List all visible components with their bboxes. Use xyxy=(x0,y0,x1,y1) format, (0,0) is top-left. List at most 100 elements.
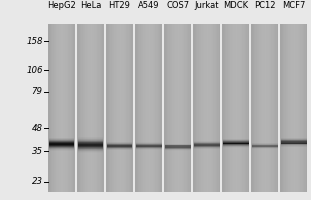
Bar xyxy=(136,148,161,149)
Bar xyxy=(96,24,97,192)
Bar xyxy=(86,24,88,192)
Bar xyxy=(219,24,220,192)
Bar xyxy=(118,24,119,192)
Bar xyxy=(97,24,99,192)
Bar xyxy=(62,24,63,192)
Bar xyxy=(261,24,262,192)
Bar xyxy=(154,24,155,192)
Bar xyxy=(81,24,82,192)
Bar xyxy=(49,144,74,145)
Bar xyxy=(82,24,84,192)
Bar xyxy=(223,143,248,144)
Bar xyxy=(117,24,118,192)
Bar xyxy=(107,145,132,146)
Bar xyxy=(149,24,150,192)
Bar xyxy=(100,24,101,192)
Bar xyxy=(281,146,307,147)
Bar xyxy=(259,24,261,192)
Bar xyxy=(136,145,161,146)
Bar xyxy=(113,24,114,192)
Bar xyxy=(174,24,175,192)
Bar xyxy=(281,140,307,141)
Bar xyxy=(265,24,266,192)
Bar xyxy=(300,24,302,192)
Bar xyxy=(189,24,191,192)
Bar xyxy=(223,142,248,143)
Bar xyxy=(194,147,220,148)
Bar xyxy=(274,24,275,192)
Bar xyxy=(258,24,259,192)
Bar xyxy=(281,143,307,144)
Bar xyxy=(238,24,239,192)
Bar xyxy=(270,24,271,192)
Bar xyxy=(267,24,269,192)
Bar xyxy=(107,146,132,147)
Bar xyxy=(291,24,292,192)
Bar xyxy=(251,24,253,192)
Bar xyxy=(49,138,74,139)
Bar xyxy=(110,24,112,192)
Bar xyxy=(225,24,226,192)
Bar xyxy=(77,137,104,138)
Bar xyxy=(237,24,238,192)
Bar xyxy=(282,24,283,192)
Bar xyxy=(49,145,74,146)
Bar xyxy=(281,143,307,144)
Bar xyxy=(72,24,73,192)
Bar xyxy=(187,24,188,192)
Bar xyxy=(180,24,182,192)
Bar xyxy=(77,146,104,147)
Bar xyxy=(63,24,64,192)
Bar xyxy=(137,24,138,192)
Bar xyxy=(201,24,203,192)
Bar xyxy=(77,150,104,151)
Bar xyxy=(176,24,178,192)
Bar xyxy=(77,147,104,148)
Bar xyxy=(77,151,104,152)
Text: 48: 48 xyxy=(32,124,43,133)
Bar xyxy=(136,144,161,145)
Bar xyxy=(58,24,59,192)
Bar xyxy=(48,24,49,192)
Text: A549: A549 xyxy=(138,1,159,10)
Bar xyxy=(49,150,74,151)
Bar xyxy=(49,140,74,141)
Bar xyxy=(146,24,147,192)
Bar xyxy=(223,145,248,146)
Text: 79: 79 xyxy=(32,87,43,96)
Bar xyxy=(77,140,104,141)
Bar xyxy=(77,145,104,146)
Bar xyxy=(77,144,104,145)
Text: 158: 158 xyxy=(26,37,43,46)
Bar xyxy=(172,24,174,192)
Bar xyxy=(197,24,199,192)
Text: COS7: COS7 xyxy=(166,1,189,10)
Bar xyxy=(217,24,219,192)
Text: PC12: PC12 xyxy=(254,1,276,10)
Bar xyxy=(281,142,307,143)
Bar xyxy=(128,24,129,192)
Bar xyxy=(107,148,132,149)
Bar xyxy=(136,146,161,147)
Bar xyxy=(56,24,58,192)
Bar xyxy=(138,24,139,192)
Bar xyxy=(160,24,162,192)
Bar xyxy=(152,24,154,192)
Bar xyxy=(49,146,74,147)
Bar xyxy=(183,24,184,192)
Bar xyxy=(166,24,167,192)
Bar xyxy=(107,149,132,150)
Bar xyxy=(228,24,229,192)
Bar xyxy=(276,24,278,192)
Bar xyxy=(236,24,237,192)
Bar xyxy=(269,24,270,192)
Bar xyxy=(223,139,248,140)
Bar xyxy=(77,152,104,153)
Bar xyxy=(257,24,258,192)
Bar xyxy=(281,145,307,146)
Bar xyxy=(141,24,142,192)
Bar xyxy=(168,24,169,192)
Bar xyxy=(121,24,122,192)
Bar xyxy=(306,24,307,192)
Bar xyxy=(123,24,125,192)
